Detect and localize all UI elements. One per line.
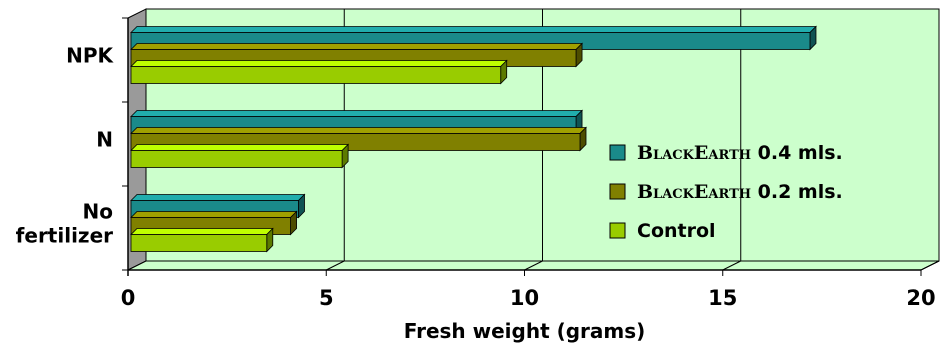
axes: [122, 17, 922, 276]
category-label: N: [96, 128, 113, 152]
legend-swatch: [609, 183, 626, 200]
category-labels: No fertilizer N NPK: [16, 44, 115, 248]
bars: [130, 25, 817, 253]
bar-top: [130, 26, 817, 33]
x-tick-label: 15: [708, 286, 737, 310]
bar-top: [130, 60, 508, 67]
grid-line-floor: [722, 260, 741, 271]
category-label: NPK: [66, 44, 114, 68]
bar-top: [130, 127, 587, 134]
legend-label: Control: [637, 220, 716, 242]
x-tick-label: 10: [510, 286, 539, 310]
x-tick-label: 0: [121, 286, 136, 310]
x-axis-label: Fresh weight (grams): [404, 319, 646, 343]
bar-top: [130, 144, 350, 151]
legend-swatch: [609, 222, 626, 239]
x-tick-label: 5: [319, 286, 334, 310]
legend-swatch: [609, 144, 626, 161]
bar-top: [130, 228, 274, 235]
x-tick-labels: 0 5 10 15 20: [121, 286, 936, 310]
bar: [130, 66, 502, 84]
legend-label: BlackEarth 0.2 mls.: [637, 181, 843, 203]
bar-top: [130, 211, 298, 218]
bar-top: [130, 43, 584, 50]
category-label: No fertilizer: [16, 200, 113, 248]
bar: [130, 234, 268, 252]
bar: [130, 150, 343, 168]
bar-top: [130, 110, 584, 117]
x-tick-label: 20: [906, 286, 935, 310]
legend-label: BlackEarth 0.4 mls.: [637, 142, 843, 164]
grid-line-floor: [920, 260, 940, 271]
legend: BlackEarth 0.4 mls. BlackEarth 0.2 mls. Co…: [609, 142, 843, 242]
grid-line-floor: [524, 260, 543, 271]
grid-line-floor: [326, 260, 345, 271]
bar-top: [130, 194, 306, 201]
